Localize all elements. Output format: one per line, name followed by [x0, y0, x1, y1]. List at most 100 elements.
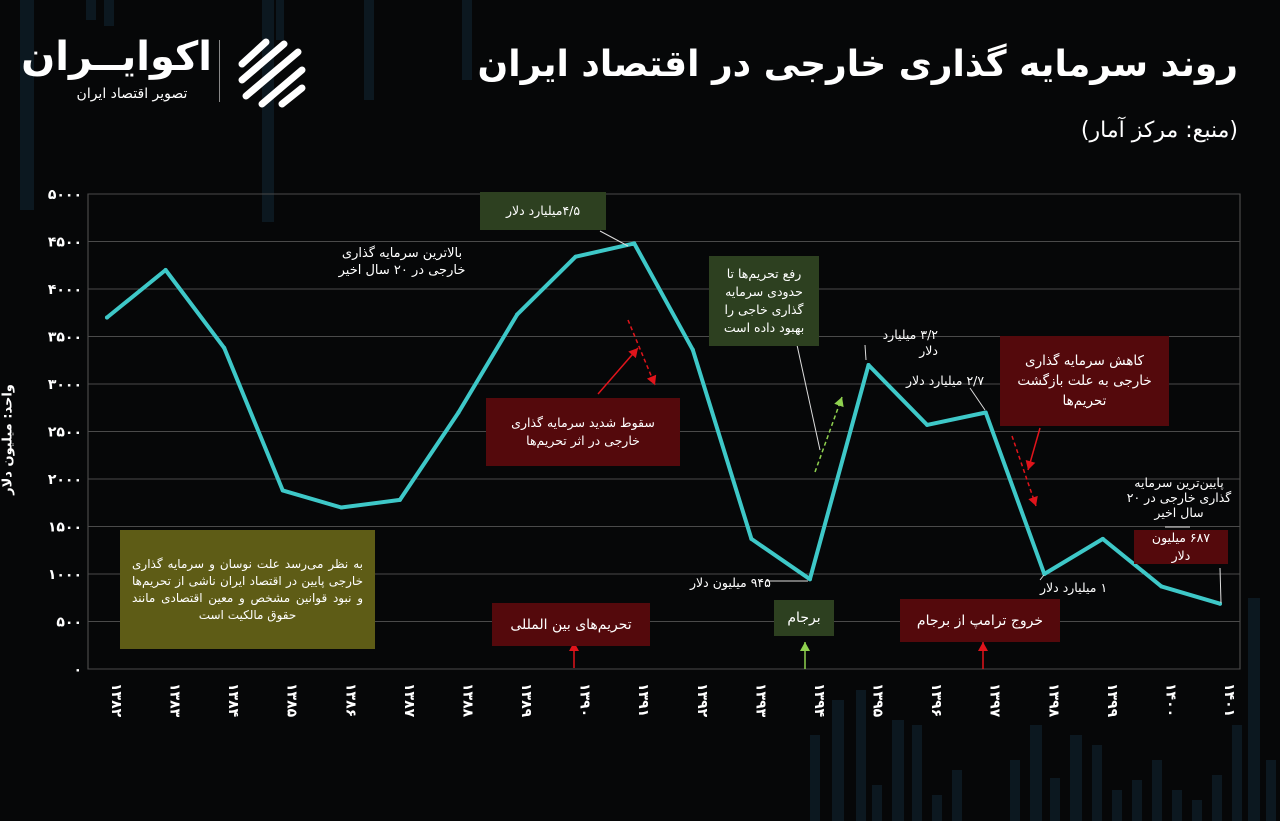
- event-trump-box: خروج ترامپ از برجام: [900, 599, 1060, 642]
- sanctions-event-arrow: [569, 642, 579, 668]
- value-3-2-leader: [864, 344, 867, 361]
- x-tick-label: ۱۳۸۵: [284, 683, 300, 718]
- x-tick-label: ۱۳۸۳: [167, 683, 183, 718]
- x-tick-label: ۱۳۸۲: [108, 683, 124, 718]
- value-3-2-label: ۳/۲ میلیارد دلار: [882, 327, 938, 358]
- x-tick-label: ۱۳۸۴: [225, 683, 241, 718]
- y-tick-label: ۲۵۰۰: [48, 425, 82, 441]
- data-point: [807, 577, 812, 582]
- data-point: [925, 422, 930, 427]
- background-candle: [364, 0, 374, 100]
- data-point: [1100, 536, 1105, 541]
- x-tick-label: ۱۳۹۱: [635, 683, 651, 717]
- sanctions-drop-text: سقوط شدید سرمایه گذاری خارجی در اثر تحری…: [511, 415, 655, 448]
- logo-name: اکوایــران: [21, 34, 212, 80]
- background-candle: [1248, 598, 1260, 821]
- y-tick-label: ۱۰۰۰: [48, 567, 82, 583]
- background-candle: [20, 0, 34, 210]
- data-point: [632, 241, 637, 246]
- x-tick-label: ۱۳۸۷: [401, 683, 417, 718]
- peak-value-text: ۴/۵میلیارد دلار: [505, 203, 581, 218]
- x-tick-label: ۱۳۹۷: [987, 683, 1003, 718]
- y-tick-label: ۲۰۰۰: [48, 472, 82, 488]
- x-tick-label: ۱۳۹۰: [577, 683, 593, 717]
- y-axis-label: واحد: میلیون دلار: [0, 384, 16, 495]
- lowest-value-text: ۶۸۷ میلیون دلار: [1151, 530, 1211, 563]
- x-tick-label: ۱۳۸۸: [459, 683, 475, 718]
- y-tick-label: ۱۵۰۰: [48, 520, 82, 536]
- data-point: [515, 312, 520, 317]
- data-point: [280, 488, 285, 493]
- lifting-sanctions-box: رفع تحریم‌ها تا حدودی سرمایه گذاری خاجی …: [709, 256, 819, 346]
- background-candle: [912, 725, 922, 821]
- data-point: [222, 345, 227, 350]
- y-tick-label: ۵۰۰۰: [48, 187, 82, 203]
- background-candle: [462, 0, 472, 80]
- background-candle: [1172, 790, 1182, 821]
- data-point: [573, 254, 578, 259]
- trump-event-arrow: [978, 642, 988, 669]
- background-candle: [1232, 725, 1242, 821]
- background-candle: [1112, 790, 1122, 821]
- data-point: [866, 363, 871, 367]
- value-2-7-label: ۲/۷ میلیارد دلار: [906, 373, 985, 388]
- x-tick-label: ۱۳۹۲: [694, 683, 710, 718]
- x-tick-label: ۱۳۹۵: [870, 683, 886, 718]
- recovery-arrow: [814, 396, 844, 473]
- data-point: [983, 410, 988, 415]
- sanctions-drop-box: سقوط شدید سرمایه گذاری خارجی در اثر تحری…: [486, 398, 680, 466]
- series-line: [105, 241, 1222, 606]
- event-jcpoa-box: برجام: [774, 600, 834, 636]
- data-point: [690, 347, 695, 352]
- background-candle: [892, 720, 904, 821]
- lifting-sanctions-leader: [796, 344, 821, 451]
- data-point: [397, 497, 402, 502]
- y-tick-label: ۰: [73, 662, 82, 678]
- background-candle: [1192, 800, 1202, 821]
- background-candle: [276, 0, 284, 40]
- background-candle: [1070, 735, 1082, 821]
- return-sanctions-pointer: [1025, 427, 1041, 471]
- background-candle: [1050, 778, 1060, 821]
- source-note: (منبع: مرکز آمار): [1080, 118, 1238, 143]
- peak-leader: [599, 230, 629, 247]
- data-point: [1159, 584, 1164, 589]
- x-tick-label: ۱۴۰۱: [1221, 683, 1237, 717]
- peak-value-box: ۴/۵میلیارد دلار: [480, 192, 606, 230]
- background-candle: [856, 690, 866, 821]
- olive-note-text: به نظر می‌رسد علت نوسان و سرمایه گذاری خ…: [132, 556, 363, 622]
- data-point: [105, 315, 109, 320]
- background-candle: [952, 770, 962, 821]
- event-sanctions-box: تحریم‌های بین المللی: [492, 603, 650, 646]
- lowest-value-box: ۶۸۷ میلیون دلار: [1134, 530, 1228, 564]
- background-candle: [1010, 760, 1020, 821]
- background-candle: [872, 785, 882, 821]
- logo: اکوایــران تصویر اقتصاد ایران: [21, 34, 312, 114]
- x-tick-label: ۱۳۸۶: [342, 683, 358, 717]
- background-candle: [1132, 780, 1142, 821]
- x-tick-label: ۱۳۹۸: [1045, 683, 1061, 718]
- background-candle: [1030, 725, 1042, 821]
- return-sanctions-box: کاهش سرمایه گذاری خارجی به علت بازگشت تح…: [1000, 336, 1169, 426]
- x-tick-label: ۱۳۹۳: [752, 683, 768, 718]
- event-trump-text: خروج ترامپ از برجام: [916, 612, 1044, 629]
- event-sanctions-text: تحریم‌های بین المللی: [510, 616, 632, 633]
- value-1-label: ۱ میلیارد دلار: [1040, 580, 1108, 595]
- event-jcpoa-text: برجام: [787, 610, 821, 626]
- background-candle: [1152, 760, 1162, 821]
- lowest-value-leader: [1219, 567, 1222, 604]
- y-tick-label: ۴۰۰۰: [48, 282, 82, 298]
- lowest-label: پایین‌ترین سرمایه گذاری خارجی در ۲۰ سال …: [1126, 475, 1232, 520]
- y-tick-label: ۵۰۰: [56, 615, 82, 631]
- y-tick-label: ۳۰۰۰: [48, 377, 82, 393]
- data-point: [163, 268, 168, 272]
- data-point: [1042, 572, 1047, 576]
- background-candle: [86, 0, 96, 20]
- data-point: [339, 505, 344, 510]
- return-sanctions-arrow: [1011, 435, 1038, 507]
- background-candle: [932, 795, 942, 821]
- value-945-label: ۹۴۵ میلیون دلار: [690, 575, 771, 590]
- background-candle: [1212, 775, 1222, 821]
- x-tick-label: ۱۴۰۰: [1162, 683, 1178, 717]
